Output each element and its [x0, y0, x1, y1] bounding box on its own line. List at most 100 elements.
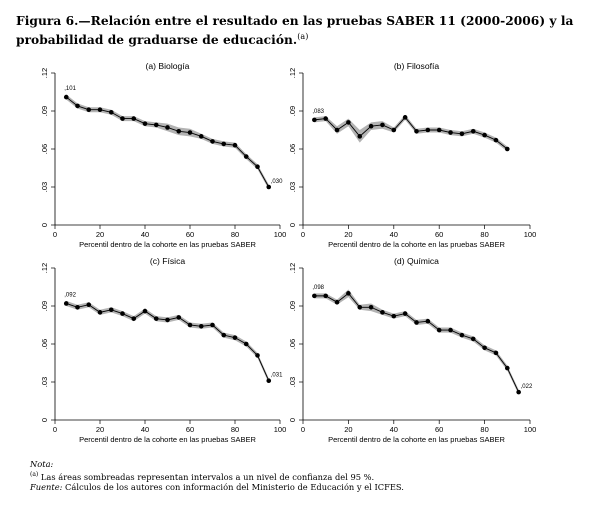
x-axis-label: Percentil dentro de la cohorte en las pr…: [79, 240, 256, 249]
data-point: [198, 323, 204, 329]
y-tick-label: 0: [40, 223, 49, 227]
data-point: [482, 345, 487, 351]
data-point: [368, 304, 374, 310]
figure-title-text: Figura 6.—Relación entre el resultado en…: [16, 14, 574, 48]
data-point: [323, 116, 329, 121]
x-tick-label: 20: [344, 425, 352, 434]
panel-title: (b) Filosofía: [394, 61, 440, 71]
data-label: ,101: [64, 86, 76, 92]
x-tick-label: 60: [186, 230, 194, 239]
data-point: [232, 335, 238, 340]
x-tick-label: 0: [301, 425, 305, 434]
x-tick-label: 40: [390, 230, 398, 239]
y-tick-label: .03: [40, 377, 49, 387]
data-point: [86, 107, 92, 113]
data-point: [165, 317, 170, 323]
y-tick-label: .06: [40, 144, 49, 154]
data-point: [221, 332, 227, 338]
data-point: [75, 304, 80, 310]
data-point: [470, 128, 476, 134]
y-tick-label: 0: [288, 418, 297, 422]
x-tick-label: 80: [231, 425, 239, 434]
data-point: [414, 320, 419, 325]
x-tick-label: 0: [301, 230, 305, 239]
note-text: Las áreas sombreadas representan interva…: [40, 471, 375, 482]
data-label: ,098: [312, 285, 324, 291]
data-point: [221, 141, 227, 147]
confidence-band: [314, 114, 508, 152]
confidence-band: [66, 94, 269, 190]
data-point: [63, 94, 69, 100]
data-point: [368, 123, 374, 129]
data-point: [380, 122, 385, 128]
chart-panel-1: (a) Biología 0 .03 .06 .09 .12 0 20 40 60 80 100 Per…: [40, 61, 286, 249]
x-axis-label: Percentil dentro de la cohorte en las pr…: [328, 240, 505, 249]
data-point: [187, 130, 193, 135]
data-point: [97, 310, 103, 315]
data-point: [108, 109, 114, 115]
x-tick-label: 80: [231, 230, 239, 239]
data-point: [323, 293, 329, 299]
y-tick-label: 0: [288, 223, 297, 227]
confidence-band: [314, 289, 519, 395]
panel-title: (d) Química: [394, 256, 439, 266]
data-point: [346, 120, 351, 125]
data-point: [131, 116, 137, 121]
fuente-label: Fuente:: [30, 481, 63, 492]
x-tick-label: 20: [96, 230, 104, 239]
data-point: [470, 336, 476, 342]
data-point: [346, 291, 351, 296]
data-point: [425, 318, 431, 324]
x-tick-label: 60: [186, 425, 194, 434]
data-point: [86, 302, 92, 308]
data-point: [312, 293, 317, 299]
data-point: [108, 307, 114, 313]
x-tick-label: 40: [141, 230, 149, 239]
chart-panel-4: (d) Química 0 .03 .06 .09 .12 0 20 40 60 80 100 Perc…: [288, 256, 536, 444]
y-tick-label: .03: [288, 182, 297, 192]
data-point: [187, 322, 193, 328]
y-tick-label: .06: [288, 144, 297, 154]
data-point: [334, 299, 340, 305]
data-label: ,022: [521, 384, 533, 390]
data-point: [120, 311, 125, 316]
panel-title: (a) Biología: [146, 61, 190, 71]
x-tick-label: 0: [53, 425, 57, 434]
data-label: ,092: [64, 292, 76, 298]
data-point: [142, 308, 148, 314]
data-point: [448, 130, 453, 135]
data-point: [243, 154, 249, 159]
y-tick-label: .09: [288, 301, 297, 311]
y-tick-label: .09: [40, 301, 49, 311]
y-tick-label: .03: [40, 182, 49, 192]
x-tick-label: 80: [480, 425, 488, 434]
y-tick-label: .06: [288, 339, 297, 349]
x-tick-label: 100: [274, 425, 287, 434]
x-tick-label: 40: [390, 425, 398, 434]
fuente-text: Cálculos de los autores con información …: [65, 481, 404, 492]
data-point: [436, 127, 442, 133]
nota-label: Nota:: [30, 459, 54, 469]
data-point: [97, 107, 103, 113]
data-point: [493, 350, 499, 356]
data-point: [75, 103, 80, 109]
note-line: (a) Las áreas sombreadas representan int…: [30, 470, 575, 482]
data-point: [255, 353, 260, 358]
series-line: [314, 292, 520, 393]
y-tick-label: .12: [40, 68, 49, 78]
data-point: [210, 322, 215, 328]
x-tick-label: 0: [53, 230, 57, 239]
data-point: [153, 122, 159, 128]
data-point: [414, 128, 419, 134]
y-tick-label: .12: [40, 263, 49, 273]
data-point: [255, 164, 260, 170]
data-point: [210, 139, 215, 144]
data-point: [459, 332, 465, 338]
data-point: [425, 127, 431, 133]
data-point: [334, 127, 340, 133]
y-tick-label: .09: [288, 106, 297, 116]
fuente-line: Fuente: Cálculos de los autores con info…: [30, 482, 575, 493]
x-tick-label: 100: [274, 230, 287, 239]
x-tick-label: 20: [96, 425, 104, 434]
